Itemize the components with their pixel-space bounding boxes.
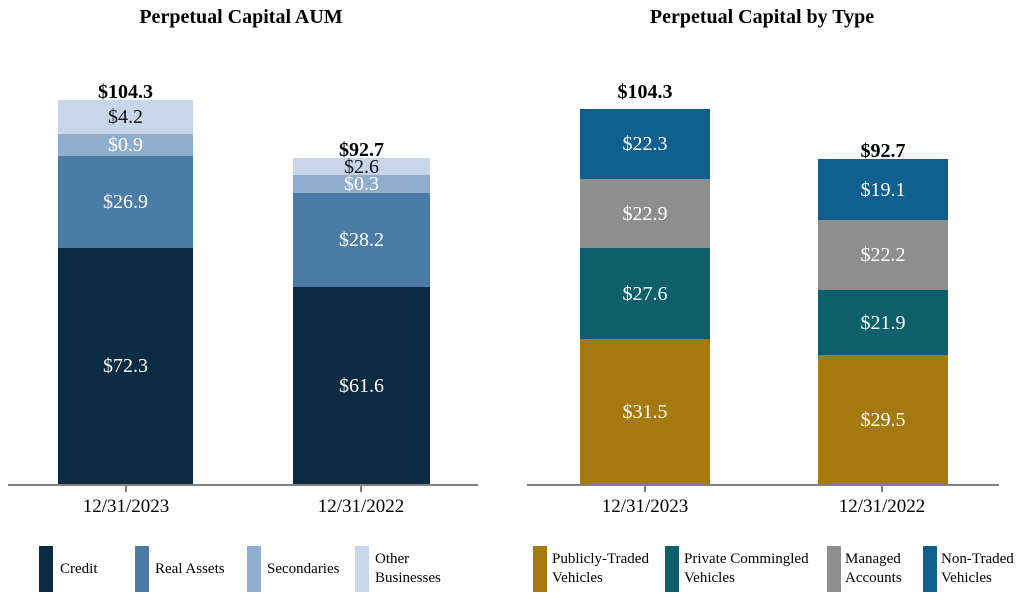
x-axis-tick <box>881 486 883 492</box>
legend-label: Secondaries <box>267 545 339 593</box>
segment-value-label: $72.3 <box>103 355 148 377</box>
legend-label-line: Non-Traded <box>941 551 1014 567</box>
legend-label: Credit <box>60 545 98 593</box>
stacked-bar: $19.1 $22.2 $21.9 $29.5 <box>818 159 948 484</box>
bar-segment-credit: $61.6 <box>293 287 430 484</box>
bar-segment-managed-accounts: $22.9 <box>580 179 710 248</box>
segment-value-label: $19.1 <box>860 178 906 201</box>
segment-value-label: $22.2 <box>860 244 906 266</box>
x-axis-label: 12/31/2023 <box>82 496 170 517</box>
legend-label-line: Other <box>375 551 410 567</box>
bar-segment-real-assets: $28.2 <box>293 193 430 287</box>
legend-swatch-non-traded-vehicles <box>923 546 937 592</box>
segment-value-label: $22.3 <box>622 133 668 155</box>
segment-value-label: $4.2 <box>108 106 143 128</box>
legend-label-line: Private Commingled <box>684 551 809 567</box>
x-axis-tick <box>360 486 362 492</box>
legend-swatch-secondaries <box>247 546 261 592</box>
bar-segment-non-traded-vehicles: $22.3 <box>580 109 710 179</box>
chart-title: Perpetual Capital AUM <box>139 6 343 28</box>
legend-label-line: Publicly-Traded <box>552 551 649 567</box>
legend-swatch-real-assets <box>135 546 149 592</box>
legend-label-line: Accounts <box>845 570 902 586</box>
x-axis-label: 12/31/2022 <box>317 496 405 517</box>
legend-label: Publicly-Traded Vehicles <box>552 545 649 593</box>
segment-value-label: $0.3 <box>344 173 379 195</box>
legend-label-line: Businesses <box>375 570 441 586</box>
bar-segment-private-commingled-vehicles: $21.9 <box>818 290 948 355</box>
bar-segment-secondaries: $0.3 <box>293 173 430 195</box>
segment-value-label: $21.9 <box>860 311 906 334</box>
legend-label-line: Secondaries <box>267 560 340 577</box>
stacked-bar: $4.2 $0.9 $26.9 $72.3 <box>58 100 193 484</box>
total-value-label: $92.7 <box>339 139 384 161</box>
legend-label: Real Assets <box>155 545 225 593</box>
total-value-label: $104.3 <box>617 81 673 103</box>
bar-segment-non-traded-vehicles: $19.1 <box>818 159 948 220</box>
legend-swatch-managed-accounts <box>827 546 841 592</box>
segment-value-label: $28.2 <box>339 229 384 251</box>
x-axis-tick <box>644 486 646 492</box>
segment-value-label: $0.9 <box>108 134 143 156</box>
total-value-label: $92.7 <box>860 140 906 162</box>
x-axis-label: 12/31/2022 <box>838 496 926 517</box>
bar-segment-private-commingled-vehicles: $27.6 <box>580 248 710 339</box>
x-axis-line <box>527 484 999 486</box>
segment-value-label: $31.5 <box>622 400 668 423</box>
bar-segment-publicly-traded-vehicles: $31.5 <box>580 339 710 484</box>
x-axis-label: 12/31/2023 <box>601 496 689 517</box>
total-value-label: $104.3 <box>98 81 153 103</box>
x-axis-line <box>8 484 478 486</box>
legend-label-line: Vehicles <box>684 570 735 586</box>
segment-value-label: $29.5 <box>860 408 906 431</box>
segment-value-label: $27.6 <box>622 282 668 305</box>
legend-swatch-private-commingled-vehicles <box>665 546 679 592</box>
legend-swatch-publicly-traded-vehicles <box>533 546 547 592</box>
bar-segment-credit: $72.3 <box>58 248 193 484</box>
legend-label-line: Vehicles <box>552 570 603 586</box>
legend-label-line: Credit <box>60 560 98 577</box>
bar-segment-other-businesses: $4.2 <box>58 100 193 134</box>
bar-segment-real-assets: $26.9 <box>58 156 193 248</box>
stacked-bar: $2.6 $0.3 $28.2 $61.6 <box>293 155 430 484</box>
bar-segment-other-businesses: $2.6 <box>293 155 430 178</box>
bar-segment-publicly-traded-vehicles: $29.5 <box>818 355 948 484</box>
x-axis-tick <box>125 486 127 492</box>
legend-label: Managed Accounts <box>845 545 902 593</box>
legend-label-line: Real Assets <box>155 560 225 577</box>
segment-value-label: $2.6 <box>344 155 379 178</box>
legend-swatch-credit <box>39 546 53 592</box>
legend-label-line: Vehicles <box>941 570 992 586</box>
legend-swatch-other-businesses <box>355 546 369 592</box>
stacked-bar: $22.3 $22.9 $27.6 $31.5 <box>580 109 710 484</box>
legend-label: Private Commingled Vehicles <box>684 545 809 593</box>
legend-label: Other Businesses <box>375 545 441 593</box>
chart-title: Perpetual Capital by Type <box>649 6 875 28</box>
segment-value-label: $26.9 <box>103 191 148 213</box>
legend-label: Non-Traded Vehicles <box>941 545 1014 593</box>
bar-segment-managed-accounts: $22.2 <box>818 220 948 290</box>
segment-value-label: $22.9 <box>622 202 668 225</box>
segment-value-label: $61.6 <box>339 374 384 397</box>
bar-segment-secondaries: $0.9 <box>58 134 193 156</box>
legend-label-line: Managed <box>845 551 901 567</box>
